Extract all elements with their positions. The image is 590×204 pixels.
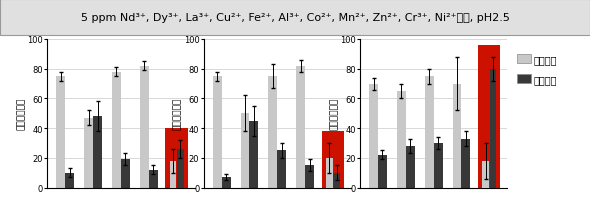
Bar — [378, 155, 387, 188]
Bar — [241, 114, 250, 188]
Bar — [406, 146, 415, 188]
Bar — [250, 121, 258, 188]
Bar — [213, 77, 222, 188]
Bar — [149, 170, 158, 188]
Bar — [461, 139, 470, 188]
Bar — [277, 151, 286, 188]
Bar — [478, 46, 500, 188]
Bar — [333, 173, 340, 188]
Bar — [482, 161, 489, 188]
Text: Cu²⁺: Cu²⁺ — [342, 7, 372, 20]
Bar — [322, 131, 344, 188]
Bar — [268, 77, 277, 188]
Bar — [369, 84, 378, 188]
Bar — [84, 118, 93, 188]
Bar — [425, 77, 434, 188]
Text: Dy³⁺: Dy³⁺ — [186, 7, 217, 20]
Bar — [65, 173, 74, 188]
Bar — [93, 117, 102, 188]
Text: 5 ppm Nd³⁺, Dy³⁺, La³⁺, Cu²⁺, Fe²⁺, Al³⁺, Co²⁺, Mn²⁺, Zn²⁺, Cr³⁺, Ni²⁺添加, pH2.5: 5 ppm Nd³⁺, Dy³⁺, La³⁺, Cu²⁺, Fe²⁺, Al³⁺… — [81, 13, 509, 23]
Bar — [397, 92, 406, 188]
Bar — [296, 67, 305, 188]
Bar — [326, 158, 333, 188]
Legend: 培地上清, 細胞画分: 培地上清, 細胞画分 — [517, 55, 557, 84]
Bar — [453, 84, 461, 188]
Bar — [434, 143, 442, 188]
Bar — [121, 160, 130, 188]
Bar — [490, 69, 496, 188]
Bar — [112, 72, 121, 188]
Y-axis label: 回収率（％）: 回収率（％） — [17, 98, 26, 130]
Bar — [222, 177, 231, 188]
Bar — [165, 129, 188, 188]
Bar — [305, 165, 314, 188]
Bar — [140, 67, 149, 188]
Y-axis label: 回収率（％）: 回収率（％） — [173, 98, 182, 130]
Text: Nd³⁺: Nd³⁺ — [30, 7, 61, 20]
Bar — [177, 149, 183, 188]
Bar — [57, 77, 65, 188]
Bar — [169, 161, 176, 188]
Y-axis label: 回収率（％）: 回収率（％） — [330, 98, 339, 130]
